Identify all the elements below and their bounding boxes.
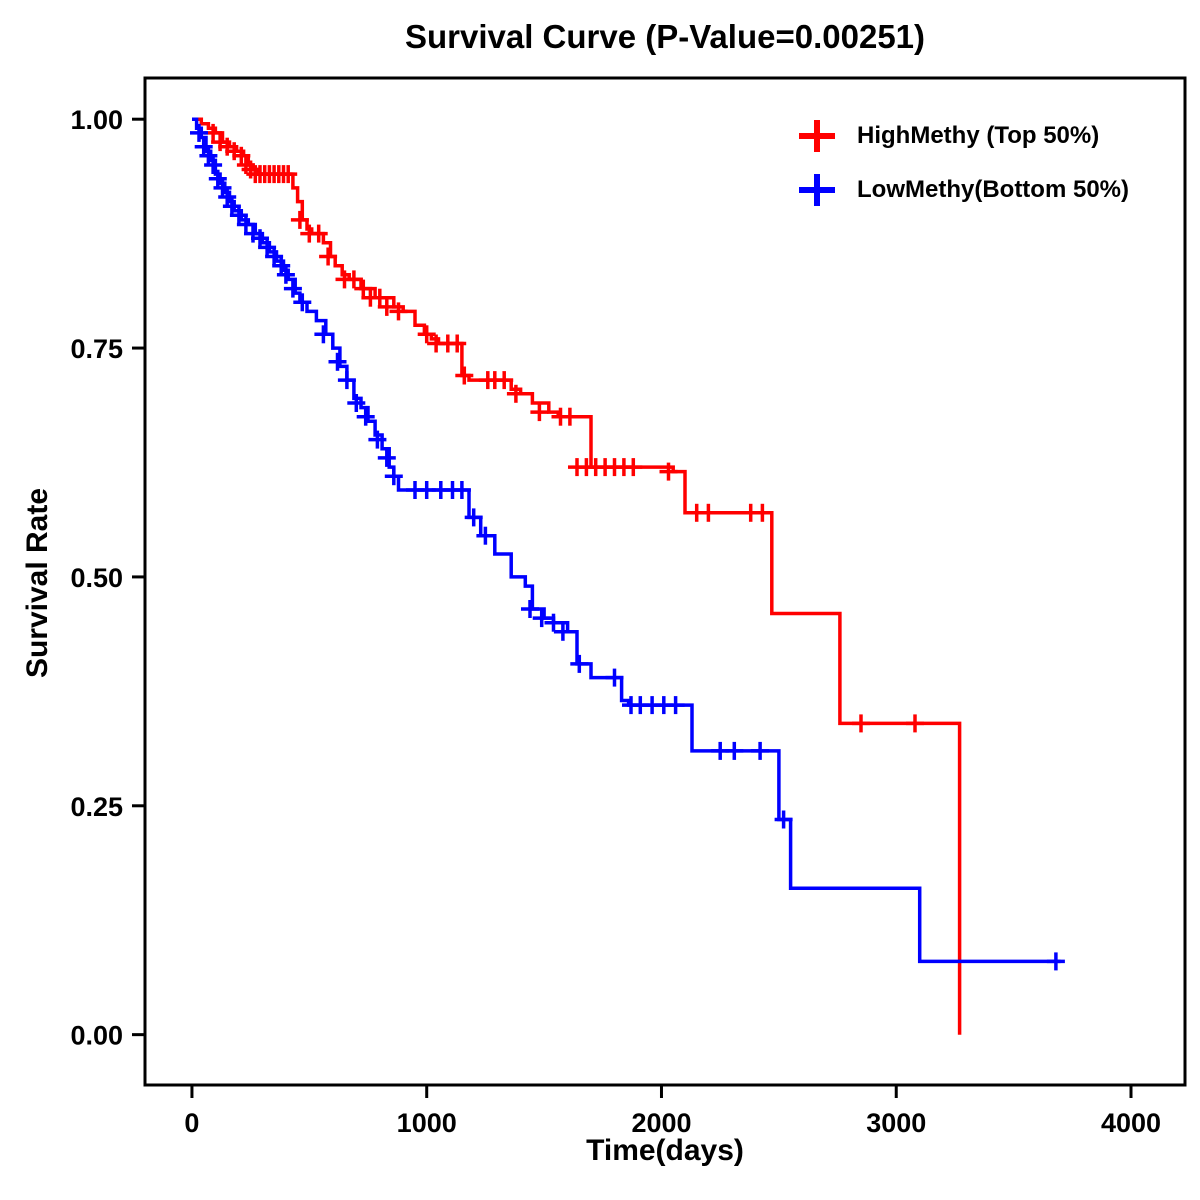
y-tick-label: 1.00 bbox=[70, 105, 123, 135]
y-tick-label: 0.00 bbox=[70, 1021, 123, 1051]
survival-curve-highmethy bbox=[192, 117, 962, 1035]
y-tick-label: 0.50 bbox=[70, 563, 123, 593]
y-tick-label: 0.75 bbox=[70, 334, 123, 364]
y-axis-label: Survival Rate bbox=[21, 0, 54, 1165]
plot-border bbox=[143, 76, 1187, 1087]
plus-marker-red-icon bbox=[799, 120, 835, 152]
x-axis-label: Time(days) bbox=[586, 1134, 744, 1167]
legend-label-lowmethy: LowMethy(Bottom 50%) bbox=[857, 176, 1129, 203]
y-axis-label-text: Survival Rate bbox=[21, 487, 54, 678]
x-tick-label: 3000 bbox=[866, 1108, 926, 1138]
x-tick-label: 1000 bbox=[397, 1108, 457, 1138]
legend-item-highmethy: HighMethy (Top 50%) bbox=[795, 116, 1129, 156]
survival-curve-lowmethy bbox=[192, 117, 1061, 964]
legend-item-lowmethy: LowMethy(Bottom 50%) bbox=[795, 170, 1129, 210]
legend-label-highmethy: HighMethy (Top 50%) bbox=[857, 122, 1100, 149]
x-tick-label: 4000 bbox=[1101, 1108, 1161, 1138]
y-tick-label: 0.25 bbox=[70, 792, 123, 822]
x-tick-label: 2000 bbox=[631, 1108, 691, 1138]
x-tick-label: 0 bbox=[184, 1108, 199, 1138]
legend: HighMethy (Top 50%) LowMethy(Bottom 50%) bbox=[795, 116, 1129, 210]
chart-title: Survival Curve (P-Value=0.00251) bbox=[404, 18, 926, 55]
plus-marker-blue-icon bbox=[799, 174, 835, 206]
